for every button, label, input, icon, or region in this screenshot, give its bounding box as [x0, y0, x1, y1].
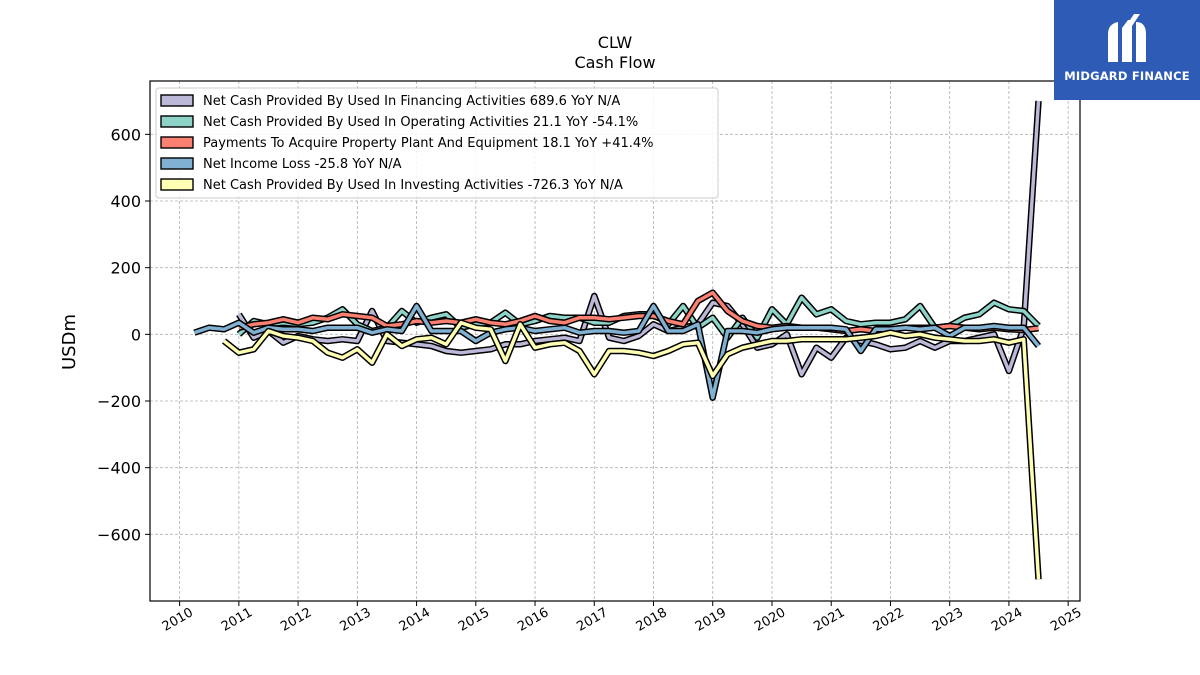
x-tick-label: 2016	[515, 605, 551, 635]
y-tick-label: 400	[110, 192, 141, 211]
y-tick-label: 200	[110, 259, 141, 278]
legend-swatch	[160, 157, 194, 170]
legend-label: Net Cash Provided By Used In Financing A…	[203, 94, 620, 109]
legend-swatch	[160, 178, 194, 191]
series-stroke	[222, 320, 1041, 580]
chart-subtitle: Cash Flow	[574, 53, 655, 72]
y-axis: −600 −400 −200 0 200 400 600	[97, 125, 150, 544]
x-tick-label: 2015	[456, 605, 492, 635]
x-tick-label: 2022	[871, 605, 907, 635]
x-tick-label: 2017	[574, 605, 610, 635]
y-tick-label: 0	[131, 325, 141, 344]
legend-label: Payments To Acquire Property Plant And E…	[203, 136, 654, 151]
x-tick-label: 2023	[930, 605, 966, 635]
legend-swatch	[160, 136, 194, 149]
brand-name: MIDGARD FINANCE	[1064, 69, 1190, 83]
y-axis-label: USDm	[59, 314, 80, 370]
x-tick-label: 2021	[811, 605, 847, 635]
legend: Net Cash Provided By Used In Financing A…	[155, 87, 719, 199]
x-tick-label: 2012	[278, 605, 314, 635]
x-tick-label: 2011	[219, 605, 255, 635]
y-tick-label: −200	[97, 392, 141, 411]
series-line-0	[236, 100, 1042, 378]
x-tick-label: 2014	[397, 605, 433, 635]
series-lines	[193, 100, 1042, 580]
legend-label: Net Cash Provided By Used In Investing A…	[203, 178, 623, 193]
x-tick-label: 2018	[634, 605, 670, 635]
series-line-3	[193, 302, 1042, 401]
chart-title: CLW	[598, 33, 633, 52]
legend-box	[155, 87, 719, 199]
x-tick-label: 2019	[693, 605, 729, 635]
brand-logo: MIDGARD FINANCE	[1054, 0, 1200, 100]
y-tick-label: −600	[97, 525, 141, 544]
x-tick-label: 2013	[337, 605, 373, 635]
x-tick-label: 2020	[752, 605, 788, 635]
series-outline	[221, 319, 1042, 580]
series-line-4	[221, 319, 1042, 580]
legend-label: Net Cash Provided By Used In Operating A…	[203, 115, 638, 130]
y-tick-label: 600	[110, 125, 141, 144]
x-axis: 2010 2011 2012 2013 2014 2015 2016 2017 2018 2019…	[160, 601, 1084, 635]
x-tick-label: 2025	[1048, 605, 1084, 635]
series-stroke	[193, 304, 1040, 400]
series-stroke	[237, 100, 1041, 377]
x-tick-label: 2010	[160, 605, 196, 635]
y-tick-label: −400	[97, 459, 141, 478]
legend-label: Net Income Loss -25.8 YoY N/A	[203, 157, 402, 172]
plot-frame	[149, 80, 1081, 602]
x-tick-label: 2024	[989, 605, 1025, 635]
legend-swatch	[160, 94, 194, 107]
legend-swatch	[160, 115, 194, 128]
brand-logo-icon	[1108, 14, 1146, 62]
